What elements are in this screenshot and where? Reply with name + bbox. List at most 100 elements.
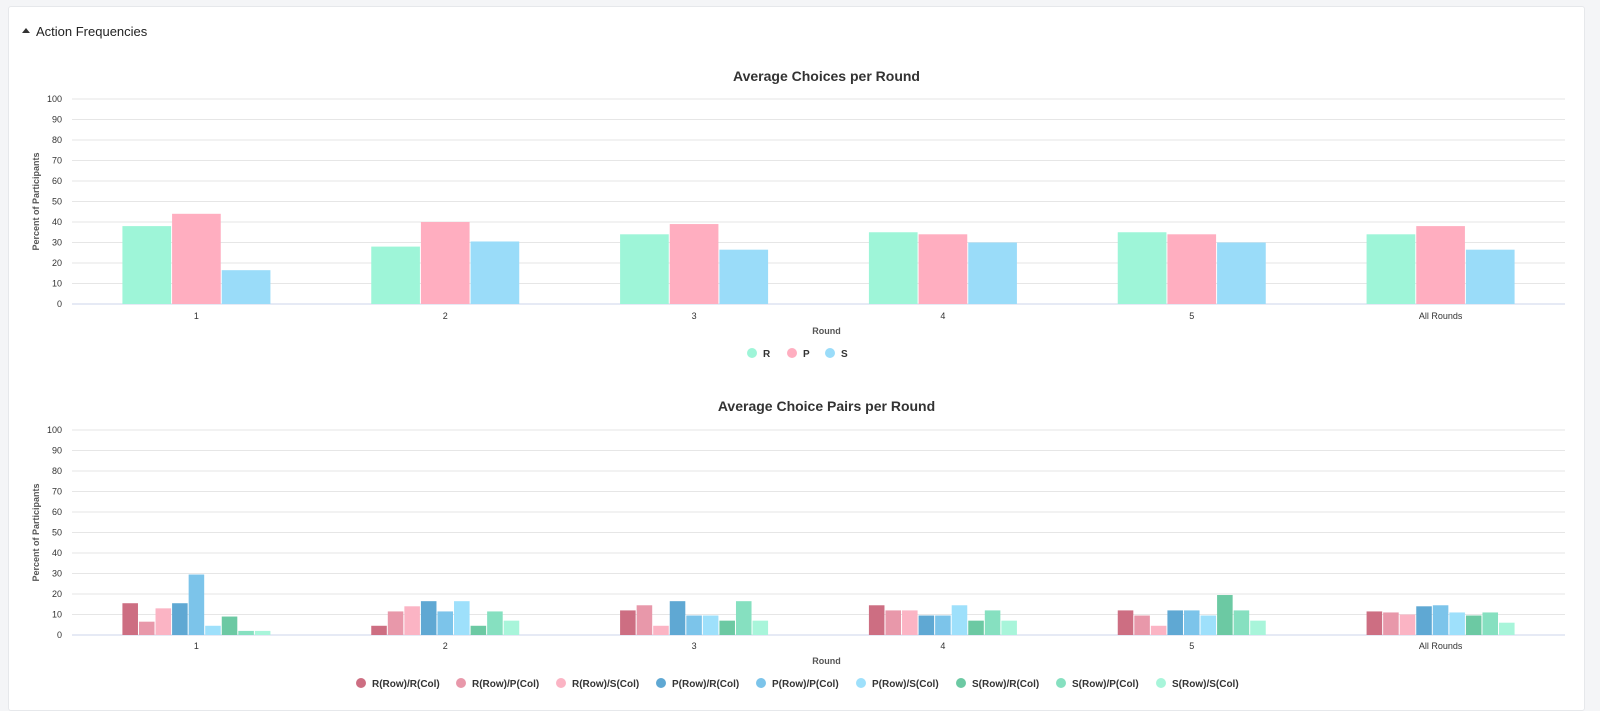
y-tick-label: 20 (52, 589, 62, 599)
y-tick-label: 100 (47, 94, 62, 104)
bar (387, 611, 404, 635)
bar (968, 620, 984, 635)
bar (752, 620, 769, 635)
x-tick-label: 5 (1189, 311, 1194, 321)
y-tick-label: 20 (52, 258, 62, 268)
bar (487, 611, 503, 635)
y-tick-label: 30 (52, 238, 62, 248)
bar (620, 234, 669, 304)
legend-marker (556, 678, 566, 688)
y-tick-label: 80 (52, 466, 62, 476)
x-tick-label: All Rounds (1419, 311, 1463, 321)
legend-marker (787, 348, 797, 358)
bar (1465, 615, 1482, 635)
bar (1366, 234, 1416, 304)
bar (1432, 605, 1449, 635)
legend-marker (747, 348, 757, 358)
bar (420, 222, 470, 304)
y-tick-label: 0 (57, 630, 62, 640)
x-tick-label: 2 (443, 311, 448, 321)
chart-title: Average Choices per Round (733, 68, 920, 84)
bar (669, 224, 719, 304)
legend-marker (956, 678, 966, 688)
bar (188, 574, 205, 635)
legend-label: S(Row)/R(Col) (972, 679, 1039, 690)
bar (951, 605, 968, 635)
legend-marker (856, 678, 866, 688)
y-axis-title: Percent of Participants (31, 483, 41, 581)
bar (686, 615, 702, 635)
y-tick-label: 0 (57, 299, 62, 309)
bar (470, 241, 520, 304)
bar (1183, 610, 1200, 635)
bar (669, 601, 686, 635)
bar (735, 601, 752, 635)
caret-up-icon[interactable] (22, 28, 30, 33)
y-tick-label: 40 (52, 217, 62, 227)
legend-marker (825, 348, 835, 358)
bar (902, 610, 918, 635)
y-tick-label: 10 (52, 279, 62, 289)
bar (935, 615, 951, 635)
y-axis-title: Percent of Participants (31, 152, 41, 250)
x-tick-label: 2 (443, 641, 448, 651)
bar (221, 270, 271, 304)
y-tick-label: 90 (52, 446, 62, 456)
section-title: Action Frequencies (36, 24, 148, 39)
bar (868, 232, 918, 304)
bar (221, 616, 238, 635)
bar (420, 601, 437, 635)
bar (1449, 612, 1465, 635)
bar (172, 213, 221, 304)
bar (155, 608, 172, 635)
bar (984, 610, 1001, 635)
y-tick-label: 70 (52, 487, 62, 497)
bar (1482, 612, 1499, 635)
bar (503, 620, 520, 635)
bar (885, 610, 902, 635)
bar (968, 242, 1017, 304)
bar (1117, 232, 1167, 304)
bar (918, 615, 935, 635)
legend-label: P (803, 349, 810, 360)
bar (1150, 625, 1167, 635)
bar (1001, 620, 1017, 635)
bar (620, 610, 636, 635)
x-axis-title: Round (812, 656, 841, 666)
bar (719, 249, 769, 304)
legend-marker (1156, 678, 1166, 688)
legend-marker (356, 678, 366, 688)
bar (1167, 610, 1183, 635)
bar (122, 603, 138, 635)
bar (205, 625, 221, 635)
y-tick-label: 10 (52, 610, 62, 620)
legend-label: R(Row)/P(Col) (472, 679, 539, 690)
y-tick-label: 70 (52, 156, 62, 166)
legend-label: R(Row)/R(Col) (372, 679, 440, 690)
section-toggle[interactable]: Action Frequencies (22, 24, 147, 39)
bar (1465, 249, 1515, 304)
legend-label: P(Row)/R(Col) (672, 679, 739, 690)
bar (172, 603, 188, 635)
x-tick-label: 4 (940, 311, 945, 321)
x-tick-label: 3 (692, 641, 697, 651)
bar (1167, 234, 1217, 304)
chart-title: Average Choice Pairs per Round (718, 398, 935, 414)
x-tick-label: 1 (194, 311, 199, 321)
y-tick-label: 60 (52, 507, 62, 517)
bar (636, 605, 653, 635)
bar (1416, 606, 1432, 635)
x-axis-title: Round (812, 326, 841, 336)
bar (1416, 226, 1465, 304)
y-tick-label: 40 (52, 548, 62, 558)
bar (1200, 615, 1217, 635)
legend-label: S(Row)/S(Col) (1172, 679, 1239, 690)
bar (454, 601, 470, 635)
bar (719, 620, 735, 635)
y-tick-label: 30 (52, 569, 62, 579)
bar (404, 606, 420, 635)
legend-label: P(Row)/S(Col) (872, 679, 939, 690)
legend-label: S (841, 349, 848, 360)
bar (1383, 612, 1399, 635)
